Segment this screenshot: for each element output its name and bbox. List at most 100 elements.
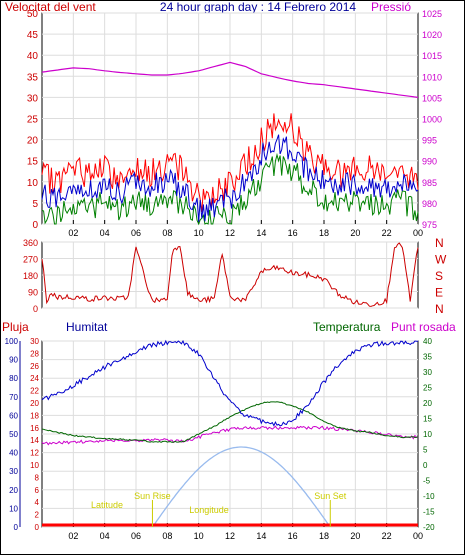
sunrise-label: Sun Rise — [134, 491, 171, 501]
pressure-tick-label: 1020 — [422, 30, 442, 40]
humidity-tick-label: 60 — [9, 411, 18, 420]
compass-tick-label: N — [435, 302, 444, 316]
x-tick-label: 04 — [100, 531, 110, 541]
temperature-tick-label: -10 — [423, 492, 435, 501]
x-tick-label: 12 — [225, 228, 235, 238]
pressure-tick-label: 985 — [422, 178, 437, 188]
x-tick-label: 02 — [68, 228, 78, 238]
chart-title: 24 hour graph day : 14 Febrero 2014 — [160, 0, 356, 14]
wind-direction-tick-label: 180 — [23, 271, 38, 281]
wind-speed-axis-label: Velocitat del vent — [5, 0, 96, 14]
x-tick-label: 16 — [288, 531, 298, 541]
wind-max-series-line — [41, 113, 419, 213]
temperature-tick-label: 20 — [423, 399, 432, 408]
pressure-tick-label: 1005 — [422, 93, 442, 103]
temperature-tick-label: 0 — [423, 461, 428, 470]
rain-tick-label: 14 — [30, 436, 39, 445]
rain-tick-label: 26 — [30, 362, 39, 371]
temperature-tick-label: 25 — [423, 384, 432, 393]
x-tick-label: 00 — [413, 228, 423, 238]
wind-speed-tick-label: 50 — [27, 9, 39, 20]
x-tick-label: 10 — [194, 531, 204, 541]
latitude-label: Latitude — [91, 500, 123, 510]
solar-radiation-curve — [151, 446, 331, 528]
x-tick-label: 22 — [382, 228, 392, 238]
x-tick-label: 00 — [413, 531, 423, 541]
compass-tick-label: E — [435, 286, 443, 300]
pressure-tick-label: 980 — [422, 199, 437, 209]
wind-speed-tick-label: 20 — [27, 136, 39, 147]
rain-tick-label: 22 — [30, 387, 39, 396]
x-tick-label: 04 — [100, 228, 110, 238]
temperature-axis-label: Temperatura — [313, 320, 381, 334]
x-tick-label: 10 — [194, 228, 204, 238]
humidity-tick-label: 80 — [9, 374, 18, 383]
rain-tick-label: 10 — [30, 461, 39, 470]
humidity-axis-label: Humitat — [66, 320, 108, 334]
x-tick-label: 20 — [350, 228, 360, 238]
x-tick-label: 02 — [68, 531, 78, 541]
x-tick-label: 16 — [288, 228, 298, 238]
rain-tick-label: 0 — [35, 523, 40, 532]
pressure-tick-label: 995 — [422, 136, 437, 146]
x-tick-label: 08 — [162, 531, 172, 541]
rain-tick-label: 18 — [30, 411, 39, 420]
humidity-tick-label: 50 — [9, 430, 18, 439]
dewpoint-axis-label: Punt rosada — [391, 320, 456, 334]
wind-speed-tick-label: 0 — [32, 220, 38, 231]
x-tick-label: 06 — [131, 228, 141, 238]
temperature-tick-label: -15 — [423, 508, 435, 517]
pressure-tick-label: 1015 — [422, 51, 442, 61]
wind-speed-tick-label: 5 — [32, 199, 38, 210]
humidity-tick-label: 90 — [9, 356, 18, 365]
wind-direction-series-line — [41, 242, 419, 307]
temperature-tick-label: 35 — [423, 353, 432, 362]
rain-tick-label: 16 — [30, 424, 39, 433]
humidity-tick-label: 30 — [9, 467, 18, 476]
x-tick-label: 12 — [225, 531, 235, 541]
temperature-tick-label: 5 — [423, 446, 428, 455]
x-tick-label: 06 — [131, 531, 141, 541]
rain-tick-label: 30 — [30, 337, 39, 346]
temperature-tick-label: 10 — [423, 430, 432, 439]
x-tick-label: 08 — [162, 228, 172, 238]
temperature-tick-label: -5 — [423, 477, 431, 486]
pressure-axis-label: Pressió — [371, 0, 411, 14]
x-tick-label: 18 — [319, 228, 329, 238]
rain-tick-label: 4 — [35, 498, 40, 507]
humidity-tick-label: 100 — [5, 337, 19, 346]
pressure-tick-label: 1025 — [422, 9, 442, 19]
wind-speed-tick-label: 45 — [27, 30, 39, 41]
wind-speed-tick-label: 15 — [27, 157, 39, 168]
compass-tick-label: W — [435, 253, 447, 267]
temperature-tick-label: -20 — [423, 523, 435, 532]
humidity-series-line — [41, 339, 419, 427]
pressure-tick-label: 1010 — [422, 72, 442, 82]
humidity-tick-label: 70 — [9, 393, 18, 402]
rain-tick-label: 28 — [30, 349, 39, 358]
wind-speed-tick-label: 10 — [27, 178, 39, 189]
humidity-tick-label: 40 — [9, 449, 18, 458]
rain-tick-label: 24 — [30, 374, 39, 383]
rain-tick-label: 2 — [35, 511, 40, 520]
wind-direction-tick-label: 360 — [23, 238, 38, 248]
rain-tick-label: 20 — [30, 399, 39, 408]
wind-direction-tick-label: 270 — [23, 255, 38, 265]
rain-axis-label: Pluja — [2, 320, 29, 334]
x-tick-label: 20 — [350, 531, 360, 541]
temperature-tick-label: 15 — [423, 415, 432, 424]
temperature-tick-label: 40 — [423, 337, 432, 346]
wind-speed-tick-label: 30 — [27, 93, 39, 104]
temperature-tick-label: 30 — [423, 368, 432, 377]
temperature-series-line — [41, 401, 419, 443]
sunset-label: Sun Set — [314, 491, 347, 501]
compass-tick-label: S — [435, 269, 443, 283]
rain-tick-label: 8 — [35, 473, 40, 482]
wind-speed-tick-label: 40 — [27, 51, 39, 62]
rain-tick-label: 12 — [30, 449, 39, 458]
pressure-tick-label: 1000 — [422, 115, 442, 125]
x-tick-label: 18 — [319, 531, 329, 541]
